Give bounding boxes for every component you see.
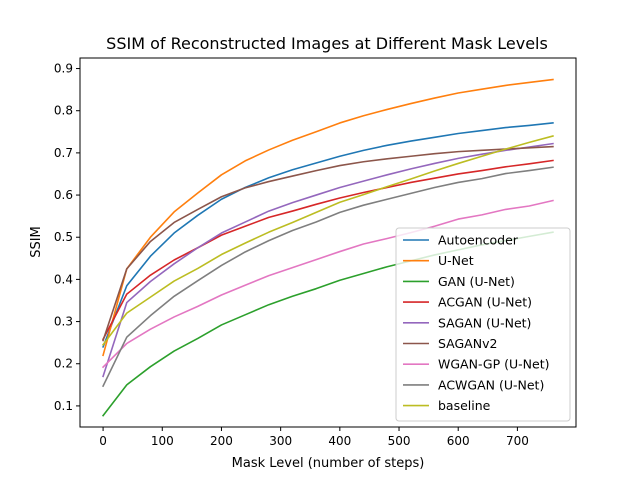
legend-label: WGAN-GP (U-Net) (438, 357, 549, 372)
y-tick-label: 0.6 (54, 188, 73, 202)
legend-label: baseline (438, 398, 491, 413)
x-tick-label: 300 (269, 434, 292, 448)
y-tick-label: 0.3 (54, 315, 73, 329)
x-tick-label: 600 (447, 434, 470, 448)
y-tick-label: 0.5 (54, 230, 73, 244)
y-tick-label: 0.8 (54, 104, 73, 118)
series-line-wgan-gp-u-net (101, 199, 554, 369)
legend-label: SAGAN (U-Net) (438, 315, 531, 330)
y-tick-label: 0.7 (54, 146, 73, 160)
series-line-baseline (101, 135, 554, 346)
x-axis-ticks: 0 100 200 300 400 500 600 700 (99, 427, 529, 448)
x-tick-label: 500 (388, 434, 411, 448)
legend-label: SAGANv2 (438, 336, 497, 351)
legend-label: GAN (U-Net) (438, 274, 515, 289)
series-line-acwgan-u-net (102, 166, 554, 388)
series-line-sagan-u-net (102, 142, 554, 378)
x-tick-label: 700 (506, 434, 529, 448)
legend: Autoencoder U-Net GAN (U-Net) ACGAN (U-Net)… (395, 227, 571, 422)
legend-label: U-Net (438, 253, 474, 268)
x-axis-label: Mask Level (number of steps) (232, 456, 425, 471)
x-tick-label: 100 (151, 434, 174, 448)
legend-box (395, 227, 571, 422)
x-tick-label: 400 (328, 434, 351, 448)
y-tick-label: 0.9 (54, 62, 73, 76)
legend-label: Autoencoder (438, 233, 519, 248)
y-tick-label: 0.2 (54, 357, 73, 371)
y-tick-label: 0.4 (54, 272, 73, 286)
series-line-autoencoder (102, 122, 554, 348)
series-line-saganv2 (102, 145, 554, 342)
axes-frame (79, 57, 577, 428)
legend-label: ACWGAN (U-Net) (438, 377, 544, 392)
x-tick-label: 200 (210, 434, 233, 448)
legend-label: ACGAN (U-Net) (438, 295, 532, 310)
chart-title: SSIM of Reconstructed Images at Differen… (106, 34, 548, 53)
series-line-acgan-u-net (101, 159, 554, 341)
x-tick-label: 0 (99, 434, 107, 448)
y-tick-label: 0.1 (54, 399, 73, 413)
y-axis-label: SSIM (29, 226, 44, 258)
series-line-u-net (102, 78, 554, 357)
y-axis-ticks: 0.1 0.2 0.3 0.4 0.5 0.6 0.7 0.8 0.9 (54, 62, 80, 413)
series-lines (101, 78, 554, 417)
